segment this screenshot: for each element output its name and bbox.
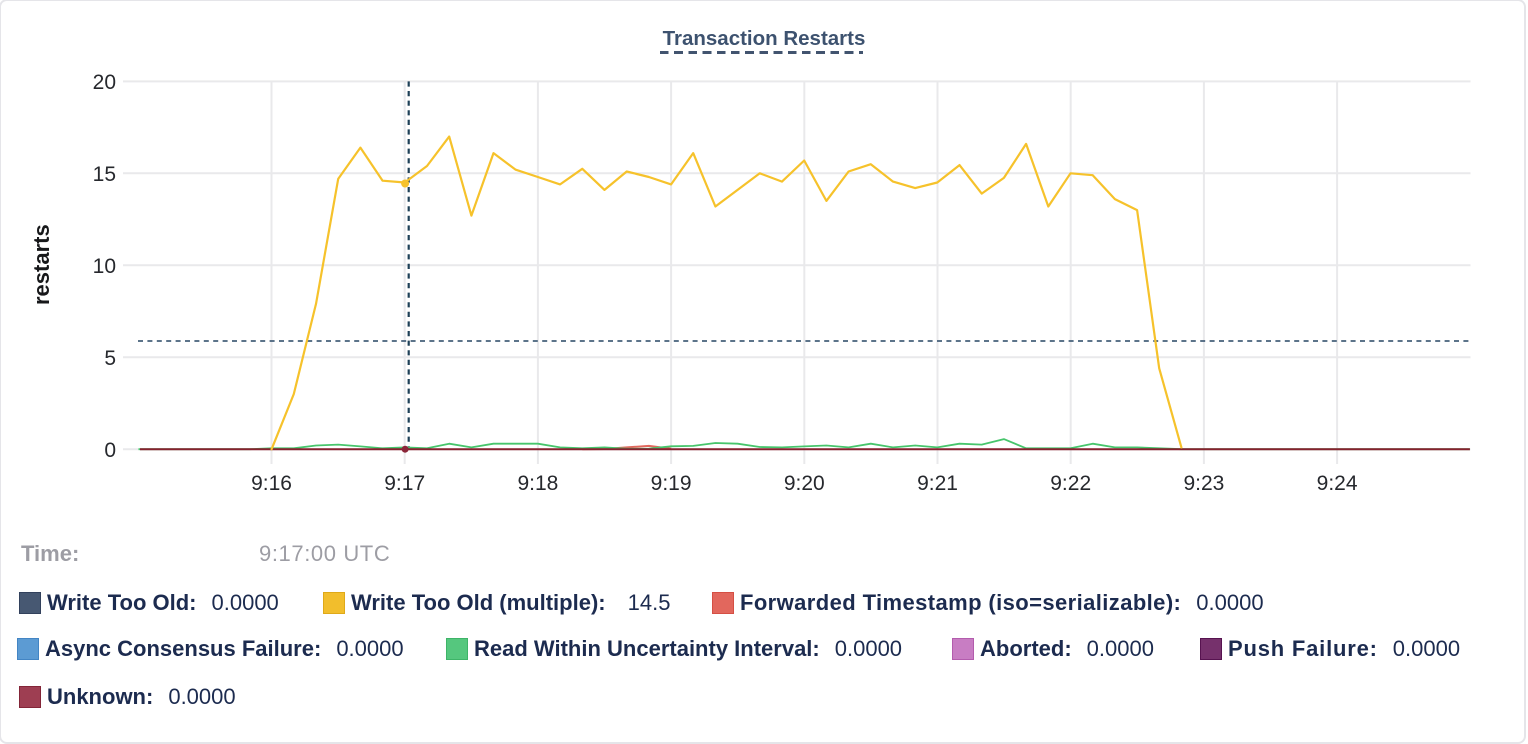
svg-text:9:18: 9:18: [517, 472, 558, 495]
svg-text:9:20: 9:20: [784, 472, 825, 495]
svg-text:9:22: 9:22: [1050, 472, 1091, 495]
svg-text:9:23: 9:23: [1183, 472, 1224, 495]
svg-text:9:17: 9:17: [384, 472, 425, 495]
svg-text:0: 0: [104, 439, 116, 462]
svg-text:9:21: 9:21: [917, 472, 958, 495]
svg-text:9:19: 9:19: [651, 472, 692, 495]
svg-text:9:16: 9:16: [251, 472, 292, 495]
svg-text:5: 5: [104, 347, 116, 370]
svg-text:9:24: 9:24: [1317, 472, 1358, 495]
svg-text:restarts: restarts: [29, 224, 54, 305]
svg-text:15: 15: [93, 163, 116, 186]
svg-text:10: 10: [93, 255, 116, 278]
svg-text:20: 20: [93, 71, 116, 94]
